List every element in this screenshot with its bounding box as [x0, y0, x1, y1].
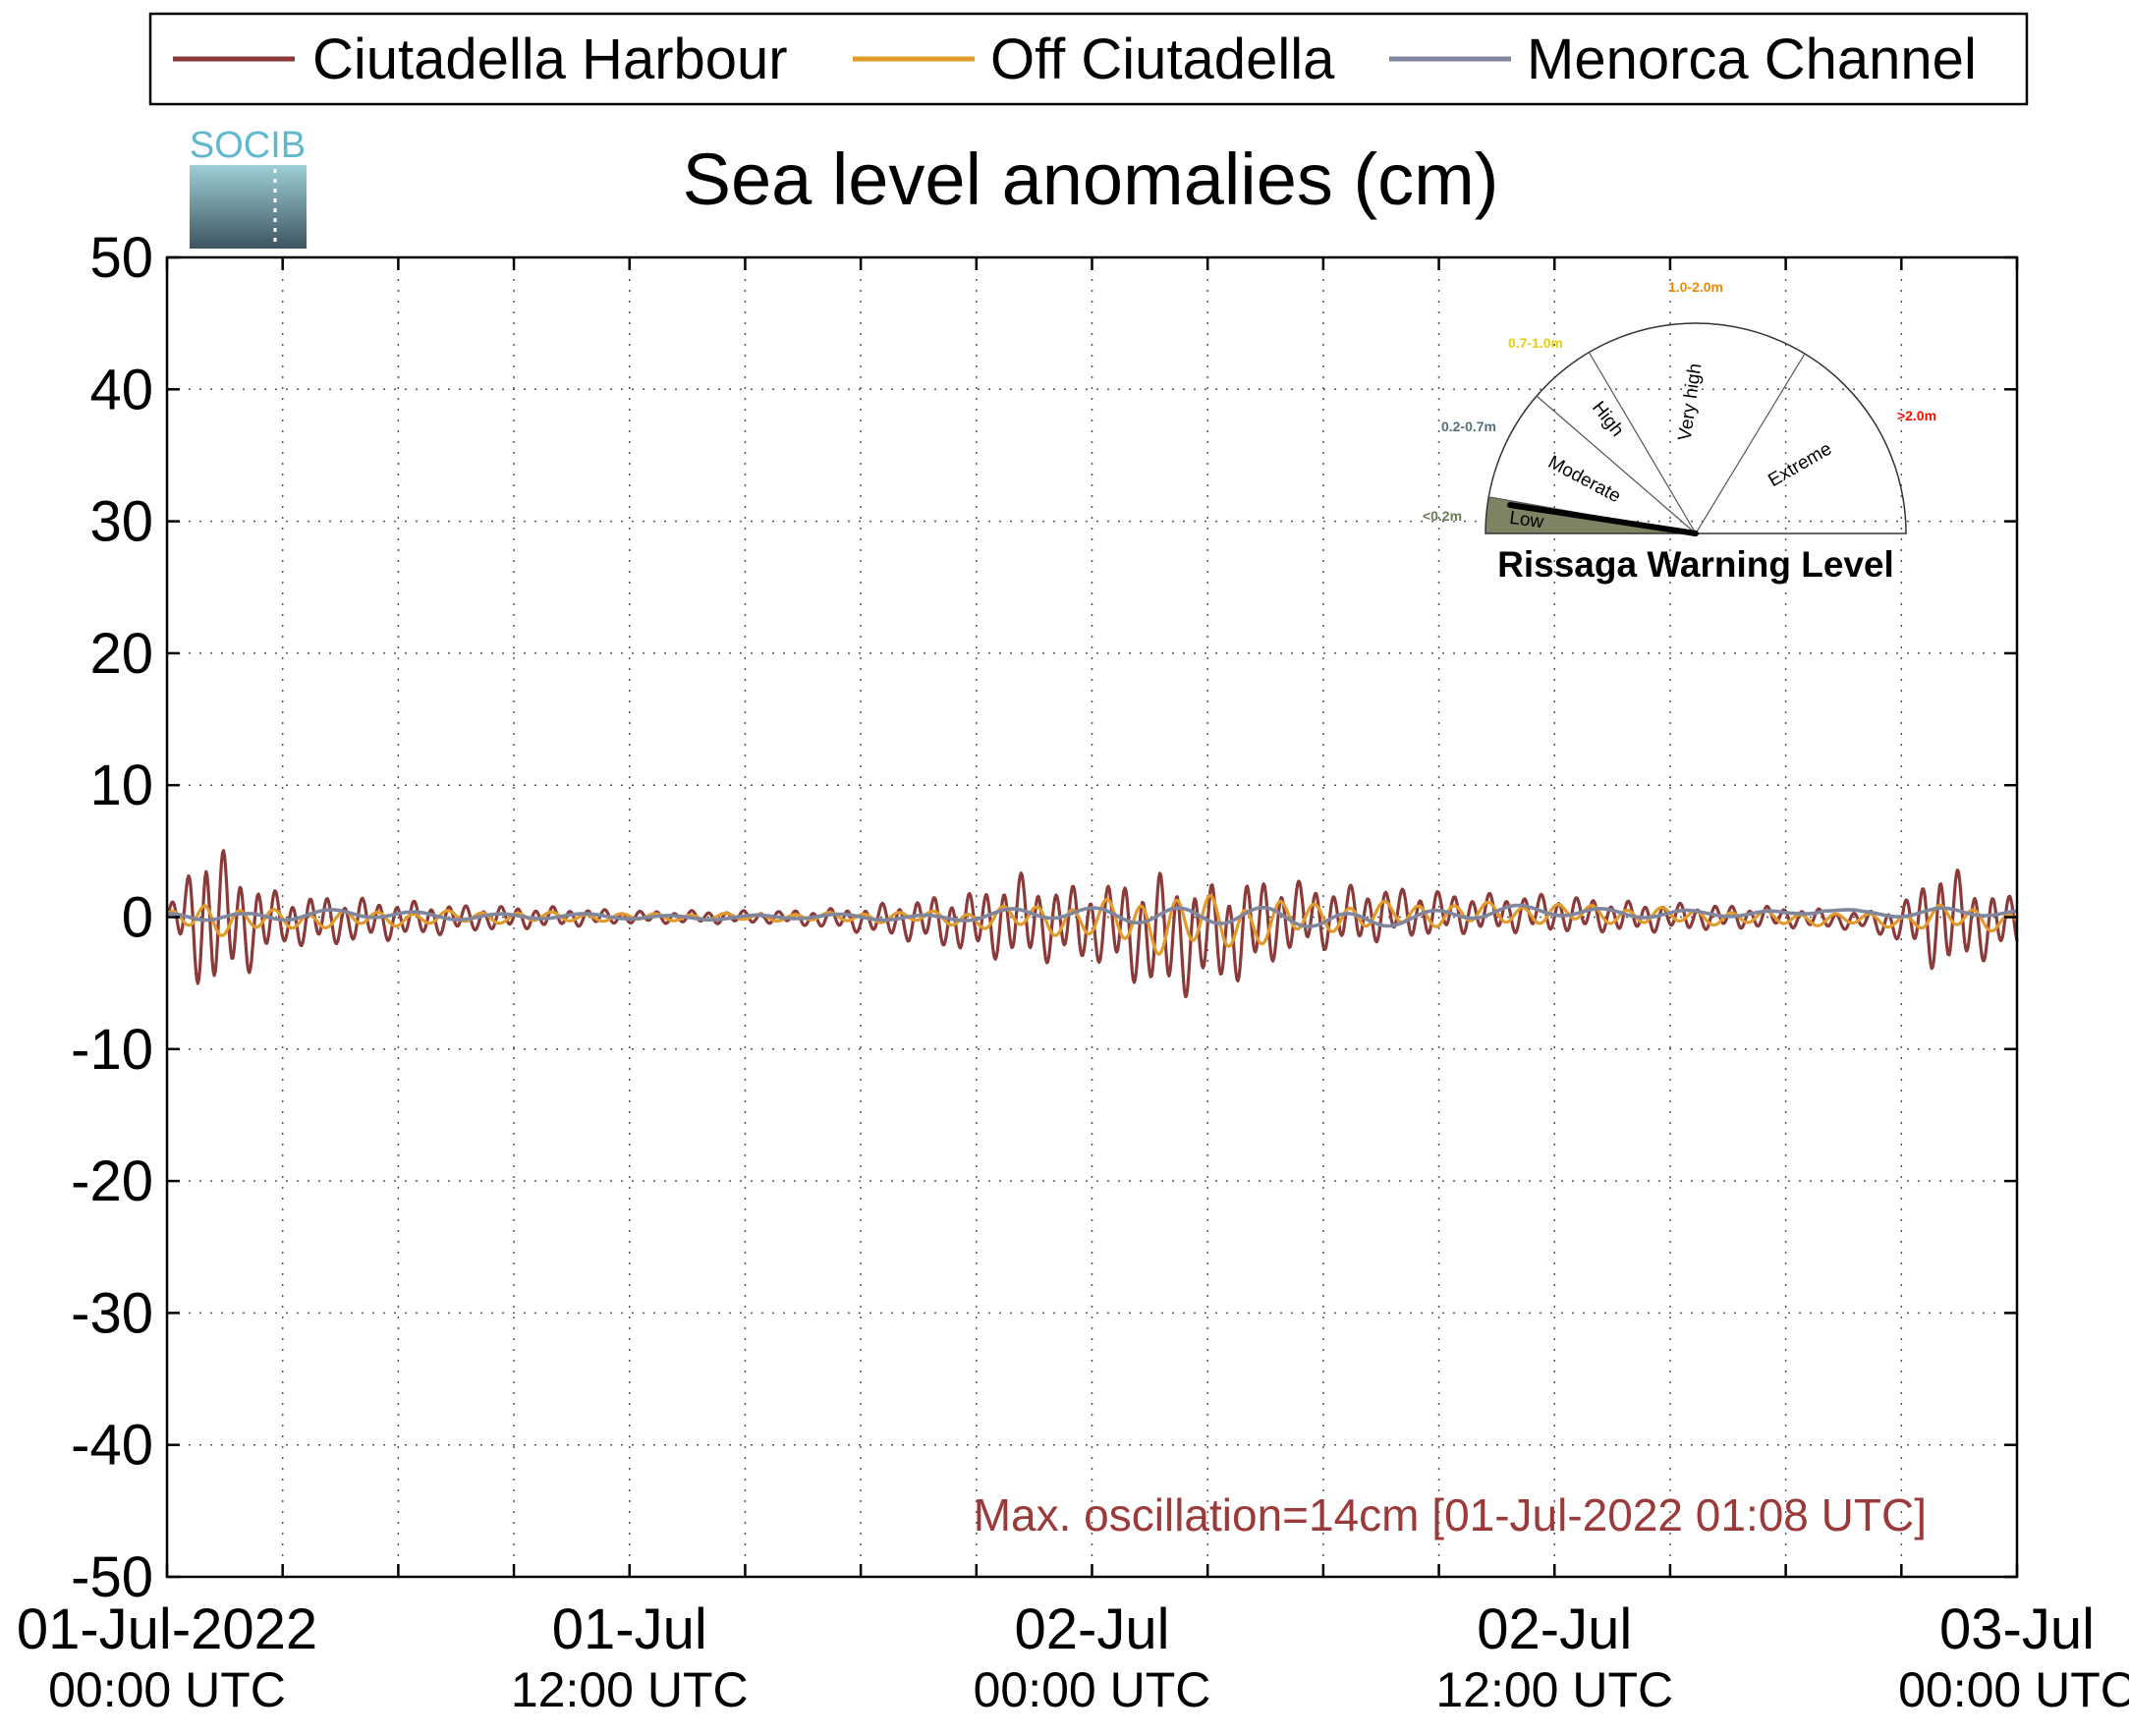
y-tick-label: 20: [89, 622, 153, 686]
socib-logo-text: SOCIB: [190, 125, 306, 166]
y-tick-label: 0: [122, 886, 153, 950]
gauge-divider-4: [1695, 353, 1806, 534]
y-tick-label: -10: [71, 1018, 153, 1082]
rissaga-gauge: Low Moderate High Very high Extreme <0.2…: [1423, 279, 1936, 585]
socib-logo-mark: [190, 165, 307, 249]
y-tick-label: 40: [89, 358, 153, 421]
legend-label-off-ciutadella: Off Ciutadella: [990, 28, 1335, 91]
y-tick-label: 30: [89, 490, 153, 554]
x-tick-label-date: 01-Jul: [552, 1597, 707, 1661]
chart-title: Sea level anomalies (cm): [683, 139, 1499, 220]
x-tick-label-time: 00:00 UTC: [1898, 1662, 2129, 1717]
legend: Ciutadella Harbour Off Ciutadella Menorc…: [148, 12, 2029, 106]
gauge-sector-label-very-high: Very high: [1675, 363, 1707, 442]
y-tick-label: 10: [89, 754, 153, 817]
gauge-sector-label-extreme: Extreme: [1765, 438, 1835, 491]
gauge-sector-label-high: High: [1588, 398, 1628, 441]
series-line-menorca-channel: [166, 903, 2018, 928]
gauge-title: Rissaga Warning Level: [1497, 544, 1894, 585]
y-tick-label: -50: [71, 1545, 153, 1609]
legend-label-ciutadella-harbour: Ciutadella Harbour: [312, 28, 788, 91]
gauge-range-very-high: 1.0-2.0m: [1668, 279, 1723, 295]
series-line-off-ciutadella: [166, 894, 2019, 956]
gauge-needle: [1507, 502, 1699, 536]
x-tick-label-date: 02-Jul: [1015, 1597, 1170, 1661]
x-tick-label-time: 00:00 UTC: [974, 1662, 1211, 1717]
gauge-range-moderate: 0.2-0.7m: [1441, 419, 1496, 434]
series-layer: [165, 849, 2019, 999]
gauge-range-extreme: >2.0m: [1897, 408, 1936, 423]
y-axis: -50 -40 -30 -20 -10 0 10 20 30 40 50: [71, 226, 2017, 1609]
legend-label-menorca-channel: Menorca Channel: [1527, 28, 1977, 91]
gauge-range-high: 0.7-1.0m: [1508, 335, 1563, 351]
gauge-sector-label-moderate: Moderate: [1544, 452, 1624, 507]
y-tick-label: -20: [71, 1149, 153, 1213]
series-line-ciutadella-harbour: [165, 849, 2019, 999]
x-tick-label-date: 03-Jul: [1939, 1597, 2095, 1661]
x-tick-label-time: 12:00 UTC: [1435, 1662, 1673, 1717]
socib-logo: SOCIB: [190, 125, 307, 249]
max-oscillation-annotation: Max. oscillation=14cm [01-Jul-2022 01:08…: [974, 1489, 1927, 1540]
y-tick-label: -40: [71, 1414, 153, 1478]
y-tick-label: -30: [71, 1281, 153, 1345]
gauge-range-low: <0.2m: [1423, 508, 1462, 524]
x-tick-label-date: 02-Jul: [1477, 1597, 1632, 1661]
gauge-divider-2: [1536, 395, 1697, 534]
y-tick-label: 50: [89, 226, 153, 290]
gauge-outline: [1485, 322, 1907, 534]
legend-frame: [148, 12, 2029, 106]
x-tick-label-time: 12:00 UTC: [511, 1662, 749, 1717]
gauge-divider-3: [1588, 351, 1697, 534]
x-tick-label-time: 00:00 UTC: [48, 1662, 286, 1717]
x-tick-label-date: 01-Jul-2022: [17, 1597, 317, 1661]
